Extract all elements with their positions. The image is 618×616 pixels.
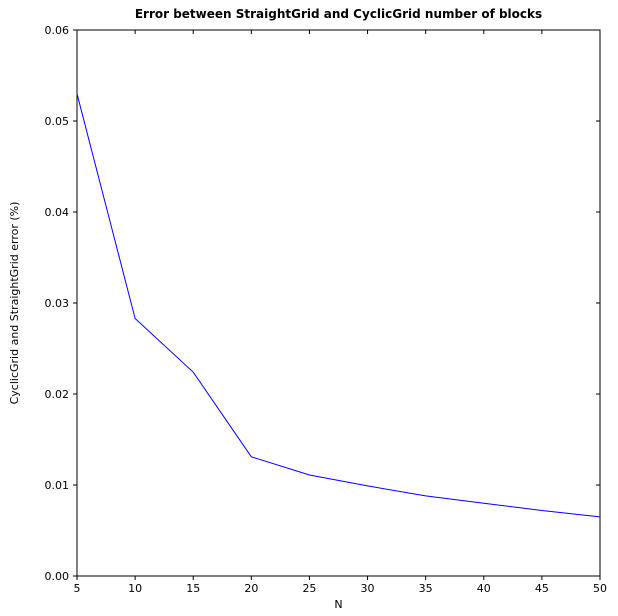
x-tick-label: 25	[302, 582, 316, 595]
chart-title: Error between StraightGrid and CyclicGri…	[135, 7, 542, 21]
x-tick-label: 15	[186, 582, 200, 595]
y-tick-label: 0.05	[45, 115, 70, 128]
x-axis-label: N	[334, 598, 342, 611]
x-tick-label: 20	[244, 582, 258, 595]
y-tick-label: 0.02	[45, 388, 70, 401]
chart-bg	[0, 0, 618, 616]
y-tick-label: 0.03	[45, 297, 70, 310]
x-tick-label: 45	[535, 582, 549, 595]
x-tick-label: 5	[74, 582, 81, 595]
x-tick-label: 10	[128, 582, 142, 595]
line-chart: 5 10 15 20 25 30 35 40 45 50 0.00 0.01 0.02 0.03 0.04 0…	[0, 0, 618, 616]
y-tick-label: 0.01	[45, 479, 70, 492]
y-tick-label: 0.04	[45, 206, 70, 219]
y-tick-label: 0.00	[45, 570, 70, 583]
chart-container: 5 10 15 20 25 30 35 40 45 50 0.00 0.01 0.02 0.03 0.04 0…	[0, 0, 618, 616]
x-tick-label: 35	[419, 582, 433, 595]
y-tick-label: 0.06	[45, 24, 70, 37]
x-tick-label: 40	[477, 582, 491, 595]
x-tick-label: 50	[593, 582, 607, 595]
y-axis-label: CyclicGrid and StraightGrid error (%)	[8, 202, 21, 405]
x-tick-label: 30	[361, 582, 375, 595]
